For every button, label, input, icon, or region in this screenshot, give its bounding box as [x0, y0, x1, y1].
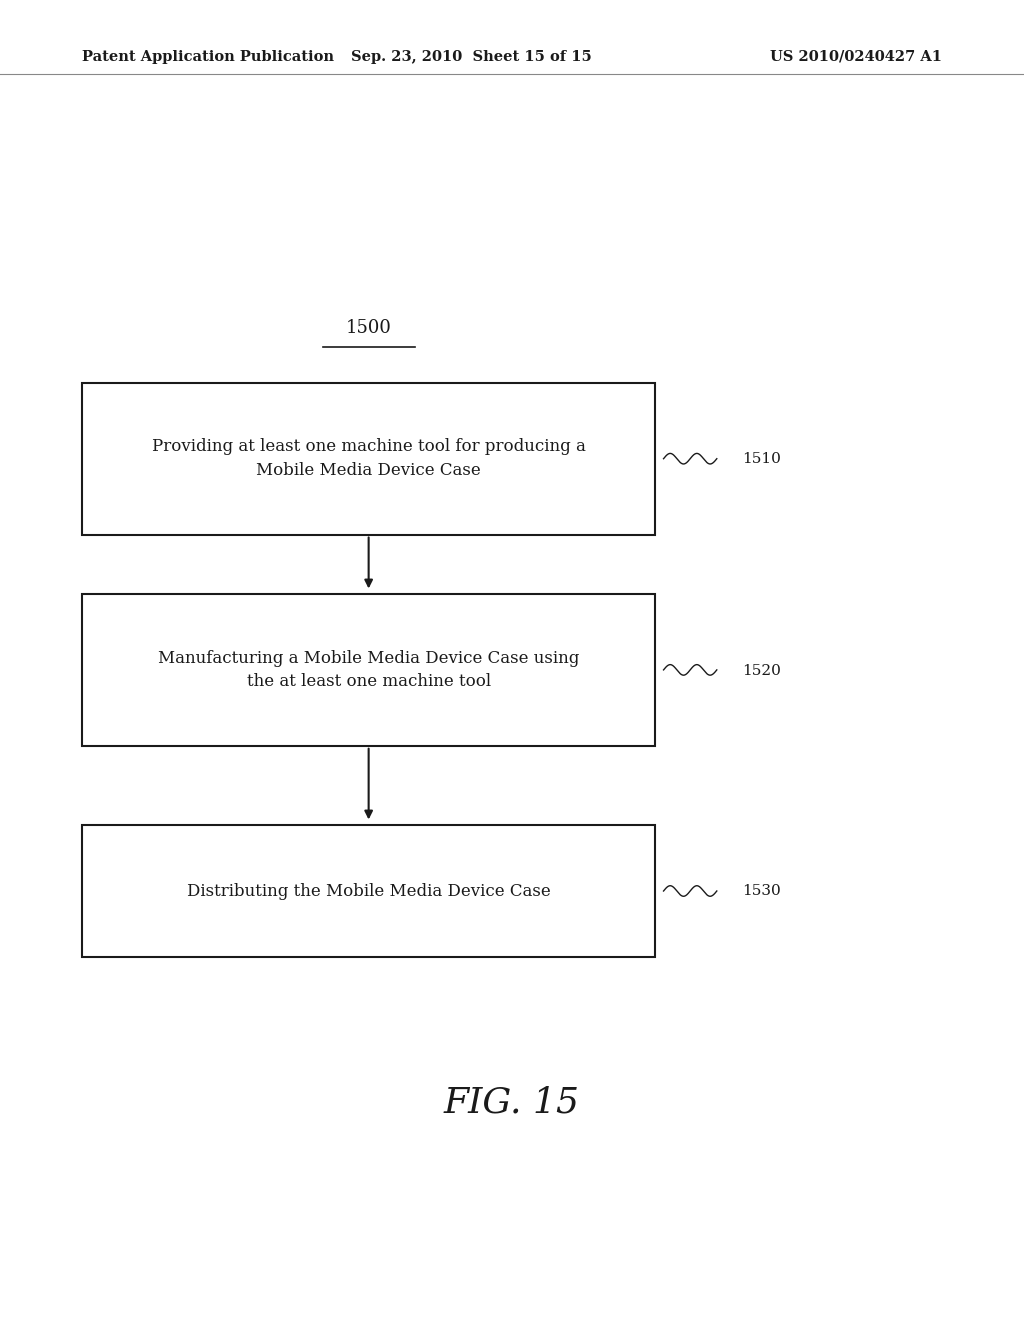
Text: Distributing the Mobile Media Device Case: Distributing the Mobile Media Device Cas…	[186, 883, 551, 899]
Text: 1510: 1510	[742, 453, 781, 466]
FancyBboxPatch shape	[82, 594, 655, 746]
Text: US 2010/0240427 A1: US 2010/0240427 A1	[770, 50, 942, 63]
Text: Providing at least one machine tool for producing a
Mobile Media Device Case: Providing at least one machine tool for …	[152, 438, 586, 479]
FancyBboxPatch shape	[82, 383, 655, 535]
FancyBboxPatch shape	[82, 825, 655, 957]
Text: Patent Application Publication: Patent Application Publication	[82, 50, 334, 63]
Text: 1530: 1530	[742, 884, 781, 898]
Text: 1520: 1520	[742, 664, 781, 677]
Text: FIG. 15: FIG. 15	[444, 1085, 580, 1119]
Text: Sep. 23, 2010  Sheet 15 of 15: Sep. 23, 2010 Sheet 15 of 15	[350, 50, 592, 63]
Text: 1500: 1500	[346, 318, 391, 337]
Text: Manufacturing a Mobile Media Device Case using
the at least one machine tool: Manufacturing a Mobile Media Device Case…	[158, 649, 580, 690]
